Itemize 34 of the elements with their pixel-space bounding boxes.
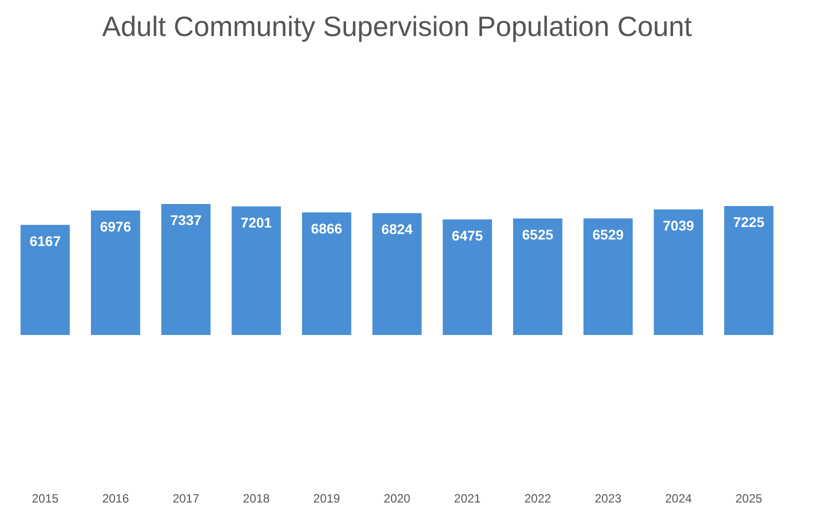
x-tick-label: 2022	[524, 492, 552, 506]
bar	[442, 219, 492, 335]
data-label: 6475	[452, 227, 484, 244]
bar	[302, 212, 352, 335]
data-label: 7201	[240, 214, 272, 230]
x-tick-label: 2016	[102, 492, 130, 506]
bar	[654, 209, 704, 335]
bar	[20, 224, 70, 335]
x-tick-label: 2015	[32, 492, 59, 506]
x-tick-label: 2025	[735, 492, 762, 506]
x-tick-label: 2024	[665, 492, 692, 506]
data-label: 7337	[170, 212, 202, 228]
data-label: 7039	[662, 217, 694, 234]
data-label: 7225	[733, 214, 765, 230]
x-tick-label: 2020	[384, 492, 411, 506]
bar	[583, 218, 633, 335]
chart-title: Adult Community Supervision Population Count	[102, 11, 692, 42]
data-label: 6167	[30, 232, 61, 249]
data-label: 6824	[381, 221, 413, 238]
x-tick-label: 2023	[594, 492, 622, 506]
bar	[724, 206, 774, 335]
x-tick-label: 2019	[313, 492, 340, 506]
data-label: 6525	[522, 226, 554, 242]
data-label: 6976	[100, 218, 132, 234]
bar	[232, 206, 281, 335]
x-tick-label: 2018	[242, 492, 270, 506]
bar	[372, 213, 422, 335]
x-tick-label: 2021	[454, 492, 482, 506]
bar	[90, 210, 140, 335]
data-label: 6529	[592, 226, 624, 242]
bar	[513, 218, 562, 335]
bar	[161, 204, 211, 335]
data-label: 6866	[311, 220, 342, 236]
x-tick-label: 2017	[172, 492, 200, 506]
